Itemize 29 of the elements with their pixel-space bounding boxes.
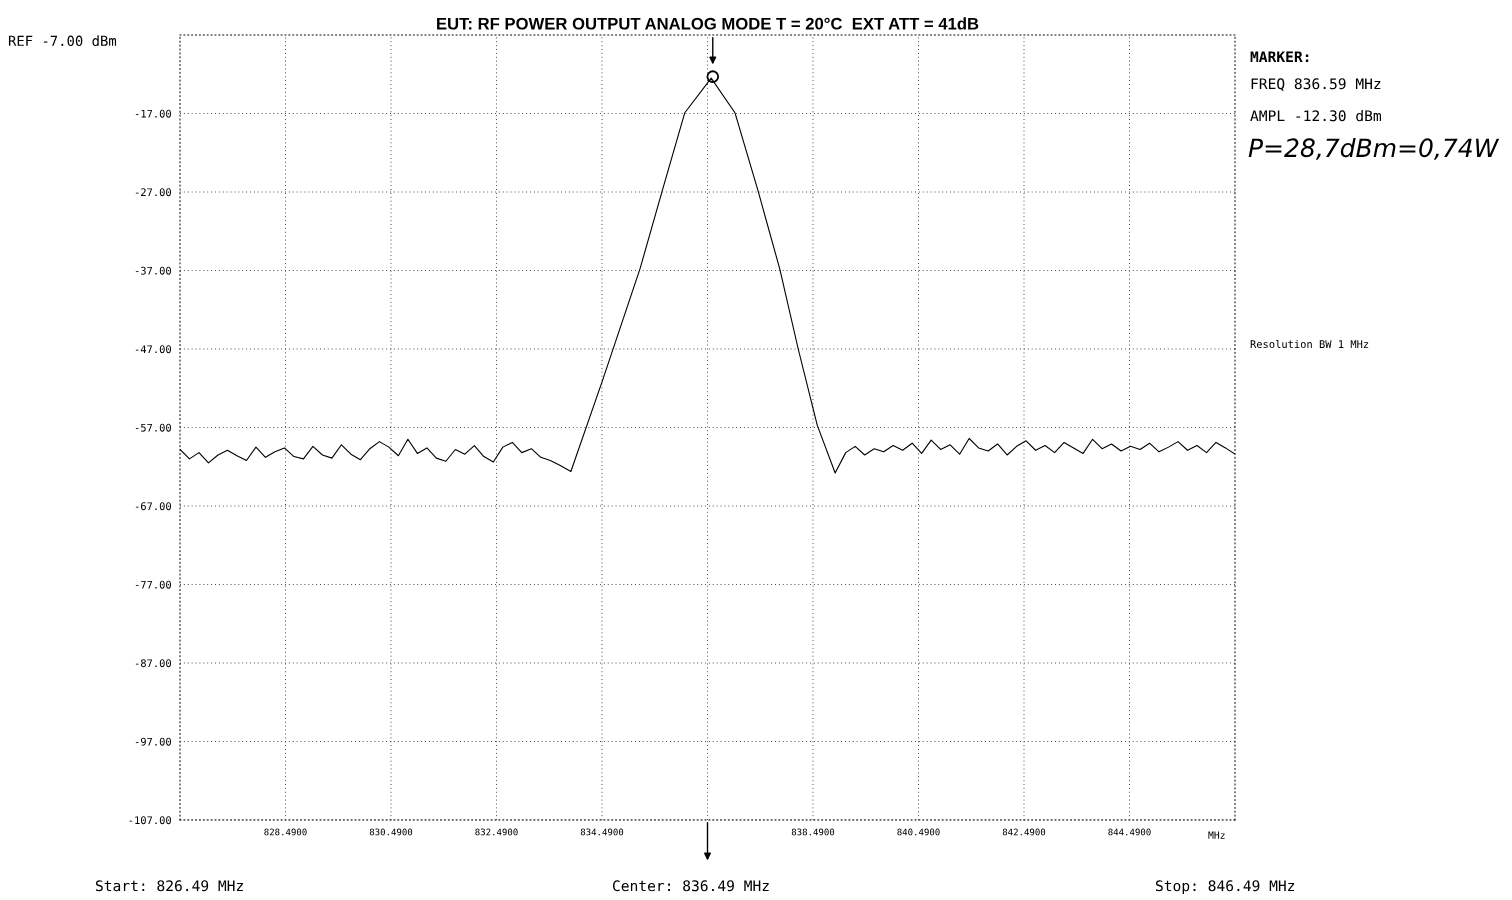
y-tick-label: -87.00	[135, 659, 171, 668]
x-tick-label: 828.4900	[264, 828, 307, 836]
text: Resolution BW 1 MHz	[1250, 339, 1369, 349]
y-tick-label: -57.00	[135, 423, 171, 432]
y-tick-label: -47.00	[135, 345, 171, 354]
y-tick-label: -37.00	[135, 266, 171, 275]
y-tick-label: -17.00	[135, 109, 171, 118]
y-tick-label: -97.00	[135, 737, 171, 746]
x-tick-label: 834.4900	[580, 828, 624, 836]
y-tick-label: -77.00	[135, 580, 171, 589]
y-tick-label: -27.00	[135, 188, 171, 197]
x-tick-label: 838.4900	[791, 828, 835, 836]
x-tick-label: 844.4900	[1108, 828, 1151, 836]
text: MHz	[1208, 831, 1225, 839]
text: Stop: 846.49 MHz	[1155, 880, 1295, 895]
text: AMPL -12.30 dBm	[1250, 109, 1381, 122]
text: FREQ 836.59 MHz	[1251, 78, 1381, 91]
chart-title: EUT: RF POWER OUTPUT ANALOG MODE T = 20°C EXT ATT = 41dB	[437, 17, 979, 30]
y-tick-label: -107.00	[129, 816, 171, 825]
x-tick-label: 842.4900	[1002, 828, 1046, 836]
x-tick-label: 840.4900	[897, 828, 940, 836]
text: P=28,7dBm=0,74W	[1248, 137, 1500, 160]
text: Start: 826.49 MHz	[95, 880, 243, 892]
x-tick-label: 832.4900	[475, 828, 518, 836]
y-tick-label: -67.00	[135, 502, 171, 511]
text: REF -7.00 dBm	[8, 35, 117, 47]
text: Center: 836.49 MHz	[612, 880, 769, 892]
x-tick-label: 830.4900	[369, 828, 413, 836]
text: MARKER:	[1250, 51, 1309, 63]
